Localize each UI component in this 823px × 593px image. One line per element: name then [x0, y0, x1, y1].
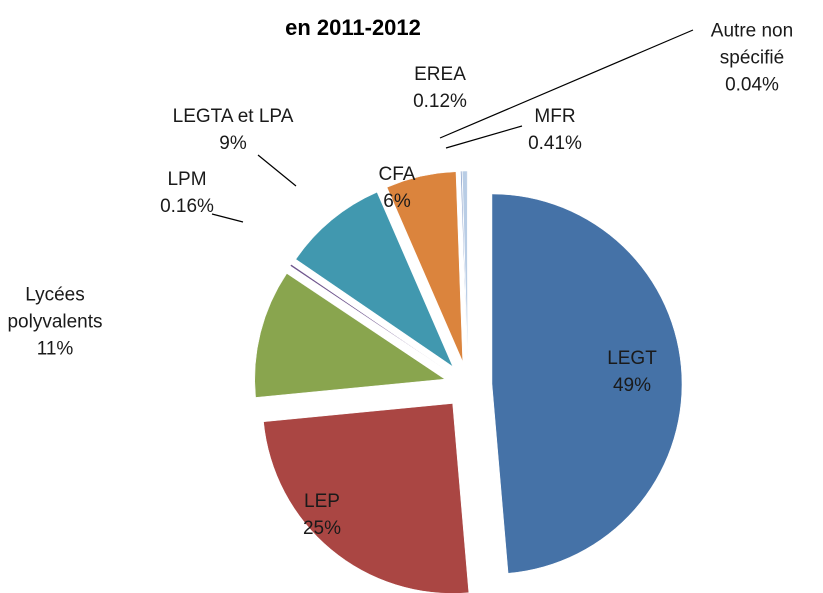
category-label: Lycées polyvalents — [7, 284, 103, 333]
value-label: 25% — [302, 518, 342, 539]
category-label: LEP — [304, 491, 340, 512]
leader-line — [445, 125, 523, 149]
slice-label: LEGT 49% — [592, 345, 672, 399]
pie-slice — [289, 263, 449, 372]
category-label: EREA — [414, 64, 466, 85]
category-label: LPM — [167, 169, 207, 190]
category-label: MFR — [534, 106, 576, 127]
value-label: 0.16% — [160, 196, 214, 217]
slice-label: MFR 0.41% — [515, 103, 595, 157]
value-label: 0.41% — [528, 133, 582, 154]
category-label: Autre non spécifié — [710, 20, 794, 69]
slice-label: LEGTA et LPA 9% — [153, 103, 313, 157]
pie-slice — [460, 170, 468, 362]
slice-label: LPM 0.16% — [147, 166, 227, 220]
slice-label: Autre non spécifié 0.04% — [697, 18, 807, 99]
leader-line — [211, 213, 244, 223]
category-label: LEGTA et LPA — [172, 106, 294, 127]
leader-line — [439, 29, 694, 139]
slice-label: CFA 6% — [367, 161, 427, 215]
slice-label: Lycées polyvalents 11% — [0, 282, 110, 363]
category-label: LEGT — [607, 348, 657, 369]
pie-slice — [462, 170, 468, 362]
category-label: CFA — [378, 164, 416, 185]
value-label: 0.04% — [725, 74, 779, 96]
value-label: 49% — [612, 375, 652, 396]
pie-slice — [295, 191, 454, 368]
chart-title: en 2011-2012 — [285, 15, 421, 40]
value-label: 9% — [219, 133, 247, 154]
pie-slice — [386, 171, 463, 362]
value-label: 11% — [36, 338, 74, 360]
pie-slice — [491, 193, 683, 574]
leader-line — [257, 154, 297, 187]
slice-label: EREA 0.12% — [395, 61, 485, 115]
value-label: 6% — [383, 191, 411, 212]
slice-label: LEP 25% — [282, 488, 362, 542]
value-label: 0.12% — [413, 91, 467, 112]
pie-slice — [254, 273, 446, 398]
